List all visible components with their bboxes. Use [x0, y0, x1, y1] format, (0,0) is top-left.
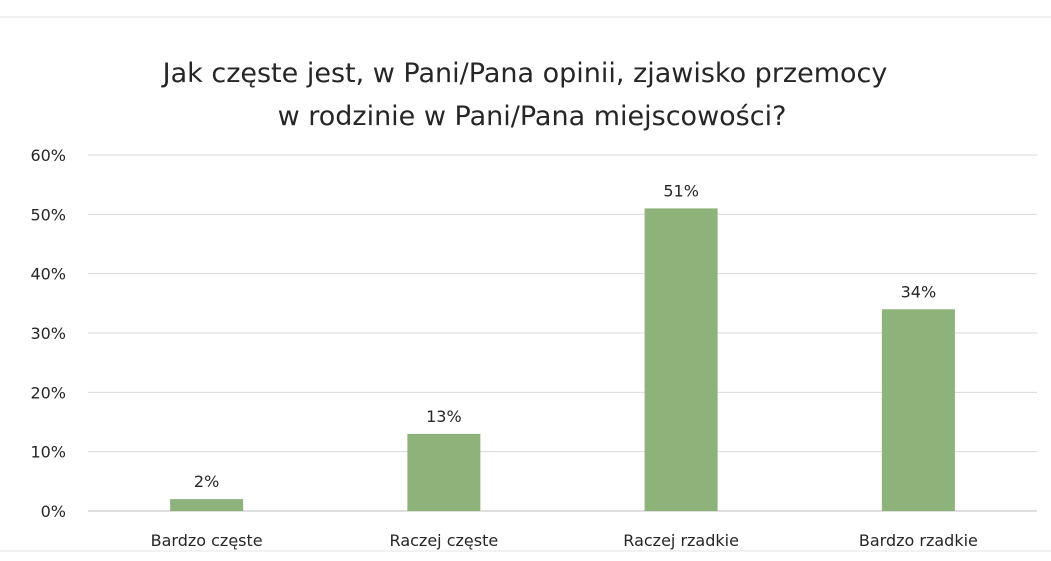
bar: [881, 309, 955, 511]
category-label: Bardzo rzadkie: [859, 531, 978, 550]
bar: [644, 208, 718, 511]
category-label: Raczej rzadkie: [623, 531, 739, 550]
chart-title-line-2: w rodzinie w Pani/Pana miejscowości?: [278, 101, 787, 132]
gridlines: [88, 154, 1037, 512]
y-tick-label: 50%: [30, 205, 66, 224]
category-label: Bardzo częste: [151, 531, 263, 550]
bars: [170, 208, 955, 511]
y-tick-label: 20%: [30, 383, 66, 402]
data-label: 34%: [901, 282, 937, 301]
bar: [170, 499, 244, 511]
y-tick-label: 40%: [30, 265, 66, 284]
data-label: 2%: [194, 472, 219, 491]
bar: [407, 433, 481, 511]
y-tick-label: 30%: [30, 324, 66, 343]
chart-title-line-1: Jak częste jest, w Pani/Pana opinii, zja…: [161, 58, 888, 89]
y-tick-label: 0%: [41, 502, 66, 521]
category-label: Raczej częste: [390, 531, 499, 550]
data-labels: 2% 13% 51% 34%: [194, 181, 936, 491]
y-tick-label: 60%: [30, 146, 66, 165]
y-tick-label: 10%: [30, 443, 66, 462]
y-axis-tick-labels: 0% 10% 20% 30% 40% 50% 60%: [30, 146, 66, 521]
data-label: 13%: [426, 407, 462, 426]
x-axis-category-labels: Bardzo częste Raczej częste Raczej rzadkie…: [151, 531, 978, 550]
data-label: 51%: [663, 181, 699, 200]
chart-title: Jak częste jest, w Pani/Pana opinii, zja…: [161, 58, 888, 132]
